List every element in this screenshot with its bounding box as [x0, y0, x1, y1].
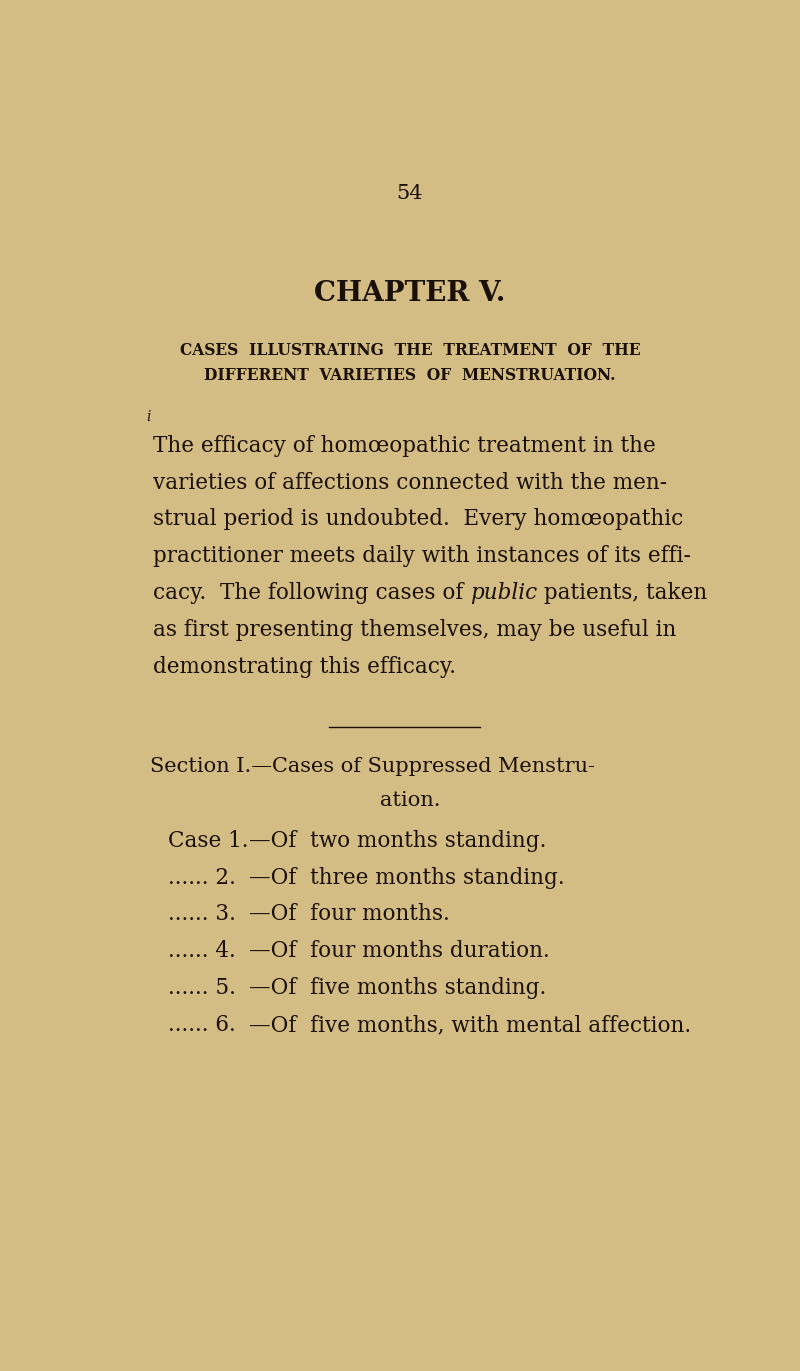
- Text: ...... 2.: ...... 2.: [168, 866, 236, 888]
- Text: demonstrating this efficacy.: demonstrating this efficacy.: [153, 657, 456, 679]
- Text: —Of  three months standing.: —Of three months standing.: [249, 866, 565, 888]
- Text: varieties of affections connected with the men-: varieties of affections connected with t…: [153, 472, 667, 494]
- Text: public: public: [470, 583, 537, 605]
- Text: Case 1.: Case 1.: [168, 829, 249, 851]
- Text: i: i: [146, 410, 151, 424]
- Text: ...... 5.: ...... 5.: [168, 978, 236, 999]
- Text: 54: 54: [397, 184, 423, 203]
- Text: cacy.  The following cases of: cacy. The following cases of: [153, 583, 470, 605]
- Text: —Of  four months duration.: —Of four months duration.: [249, 941, 550, 962]
- Text: —Of  four months.: —Of four months.: [249, 903, 450, 925]
- Text: The efficacy of homœopathic treatment in the: The efficacy of homœopathic treatment in…: [153, 435, 655, 457]
- Text: ...... 6.: ...... 6.: [168, 1015, 236, 1036]
- Text: strual period is undoubted.  Every homœopathic: strual period is undoubted. Every homœop…: [153, 509, 683, 531]
- Text: —Of  two months standing.: —Of two months standing.: [249, 829, 546, 851]
- Text: CASES  ILLUSTRATING  THE  TREATMENT  OF  THE: CASES ILLUSTRATING THE TREATMENT OF THE: [180, 343, 640, 359]
- Text: CHAPTER V.: CHAPTER V.: [314, 281, 506, 307]
- Text: patients, taken: patients, taken: [537, 583, 707, 605]
- Text: as first presenting themselves, may be useful in: as first presenting themselves, may be u…: [153, 620, 676, 642]
- Text: DIFFERENT  VARIETIES  OF  MENSTRUATION.: DIFFERENT VARIETIES OF MENSTRUATION.: [204, 367, 616, 384]
- Text: practitioner meets daily with instances of its effi-: practitioner meets daily with instances …: [153, 546, 690, 568]
- Text: —Of  five months standing.: —Of five months standing.: [249, 978, 546, 999]
- Text: —Of  five months, with mental affection.: —Of five months, with mental affection.: [249, 1015, 691, 1036]
- Text: ...... 4.: ...... 4.: [168, 941, 236, 962]
- Text: ation.: ation.: [380, 791, 440, 810]
- Text: ...... 3.: ...... 3.: [168, 903, 236, 925]
- Text: Section I.—Cases of Suppressed Menstru-: Section I.—Cases of Suppressed Menstru-: [150, 757, 595, 776]
